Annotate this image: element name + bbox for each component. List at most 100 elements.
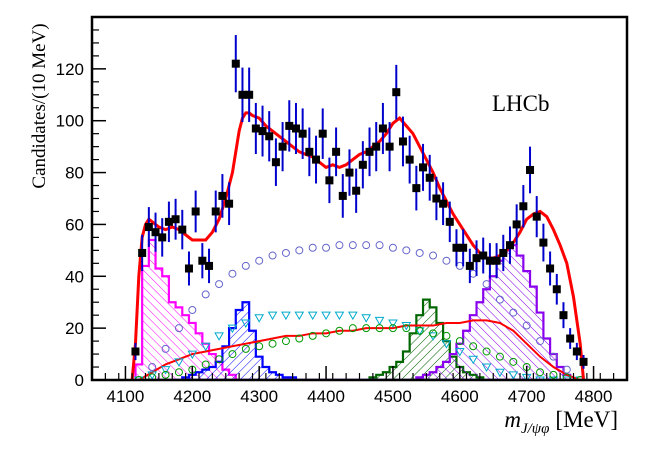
x-axis-label-unit: [MeV] xyxy=(555,407,618,432)
green-circle-point xyxy=(322,329,331,338)
green-circle-point xyxy=(469,342,478,351)
data-point xyxy=(358,160,367,169)
data-point xyxy=(138,248,147,257)
data-point xyxy=(566,334,575,343)
green-circle-point xyxy=(536,368,545,377)
cyan-triangle-point xyxy=(321,311,331,321)
data-point xyxy=(144,223,153,232)
blue-circle-point xyxy=(335,241,344,250)
green-circle-point xyxy=(562,373,571,380)
data-point xyxy=(258,127,267,136)
data-point xyxy=(532,212,541,221)
data-point xyxy=(245,90,254,99)
data-point xyxy=(298,129,307,138)
cyan-triangle-point xyxy=(227,324,238,334)
cyan-triangle-point xyxy=(468,355,479,365)
data-point xyxy=(332,147,341,156)
data-point xyxy=(392,88,401,97)
cyan-triangle-point xyxy=(254,314,265,323)
blue-circle-point xyxy=(402,246,411,255)
blue-circle-point xyxy=(174,324,183,333)
blue-circle-point xyxy=(268,251,277,260)
data-point xyxy=(305,147,314,156)
blue-circle-point xyxy=(562,365,571,374)
green-circle-point xyxy=(549,370,558,379)
experiment-label: LHCb xyxy=(492,91,550,116)
blue-circle-point xyxy=(188,305,197,314)
cyan-triangle-point xyxy=(214,332,224,341)
x-tick-label: 4600 xyxy=(441,387,479,406)
blue-circle-point xyxy=(522,321,531,330)
data-point xyxy=(432,194,441,203)
green-circle-point xyxy=(455,337,464,346)
green-circle-point xyxy=(148,373,157,380)
axes: 4100 4200 4300 4400 4500 4600 4700 4800 0 20 40 60 8… xyxy=(56,15,629,406)
x-tick-label: 4800 xyxy=(575,387,613,406)
data-point xyxy=(412,184,421,193)
x-tick-label: 4400 xyxy=(307,387,345,406)
x-tick-label: 4300 xyxy=(240,387,278,406)
x-tick-label: 4100 xyxy=(107,387,145,406)
plot-area xyxy=(130,35,588,380)
cyan-triangle-point xyxy=(481,363,492,373)
y-tick-label: 120 xyxy=(56,60,84,79)
data-point xyxy=(465,261,474,270)
y-tick-label: 100 xyxy=(56,112,84,131)
blue-circle-point xyxy=(495,295,504,304)
cyan-triangle-point xyxy=(334,311,345,321)
blue-circle-point xyxy=(362,241,371,250)
blue-circle-point xyxy=(148,363,157,372)
green-circle-point xyxy=(201,360,210,369)
data-point xyxy=(178,225,187,234)
data-point xyxy=(492,256,501,265)
green-circle-point xyxy=(442,331,451,340)
data-point xyxy=(365,147,374,156)
data-point xyxy=(445,217,454,226)
data-point xyxy=(499,248,508,257)
cyan-triangle-point xyxy=(441,340,452,349)
blue-circle-point xyxy=(375,241,384,250)
data-point xyxy=(291,124,300,133)
green-circle-point xyxy=(174,368,183,377)
data-point xyxy=(472,254,481,263)
cyan-triangle-point xyxy=(347,311,358,321)
data-point xyxy=(452,243,461,252)
data-point xyxy=(211,207,220,216)
green-circle-point xyxy=(268,339,277,348)
data-point xyxy=(265,132,274,141)
blue-circle-point xyxy=(201,290,210,299)
blue-circle-point xyxy=(509,308,518,317)
green-circle-point xyxy=(134,376,143,380)
x-axis-label-sub: J/ψφ xyxy=(521,421,549,437)
data-point xyxy=(419,163,428,172)
blue-circle-point xyxy=(442,256,451,265)
cyan-triangle-point xyxy=(147,371,158,380)
data-point xyxy=(285,121,294,130)
data-point xyxy=(519,202,528,211)
cyan-triangle-point xyxy=(561,376,572,380)
data-point xyxy=(539,238,548,247)
green-circle-point xyxy=(228,350,237,359)
blue-circle-point xyxy=(228,269,237,278)
green-circle-point xyxy=(509,357,518,366)
cyan-triangle-point xyxy=(187,350,198,360)
cyan-triangle-point xyxy=(548,376,559,380)
cyan-triangle-point xyxy=(307,311,318,321)
y-tick-label: 80 xyxy=(65,164,84,183)
data-point xyxy=(552,285,561,294)
blue-circle-point xyxy=(322,243,331,252)
x-tick-label: 4700 xyxy=(508,387,546,406)
blue-circle-point xyxy=(536,337,545,346)
green-circle-point xyxy=(308,331,317,340)
data-point xyxy=(398,137,407,146)
data-point xyxy=(526,165,535,174)
blue-component xyxy=(135,301,584,380)
cyan-triangle-point xyxy=(508,371,519,380)
data-point xyxy=(559,311,568,320)
green-circle-point xyxy=(375,324,384,333)
blue-circle-point xyxy=(281,248,290,257)
data-point xyxy=(318,129,327,138)
data-point xyxy=(439,199,448,208)
cyan-triangle-point xyxy=(240,319,251,328)
data-point xyxy=(225,199,234,208)
